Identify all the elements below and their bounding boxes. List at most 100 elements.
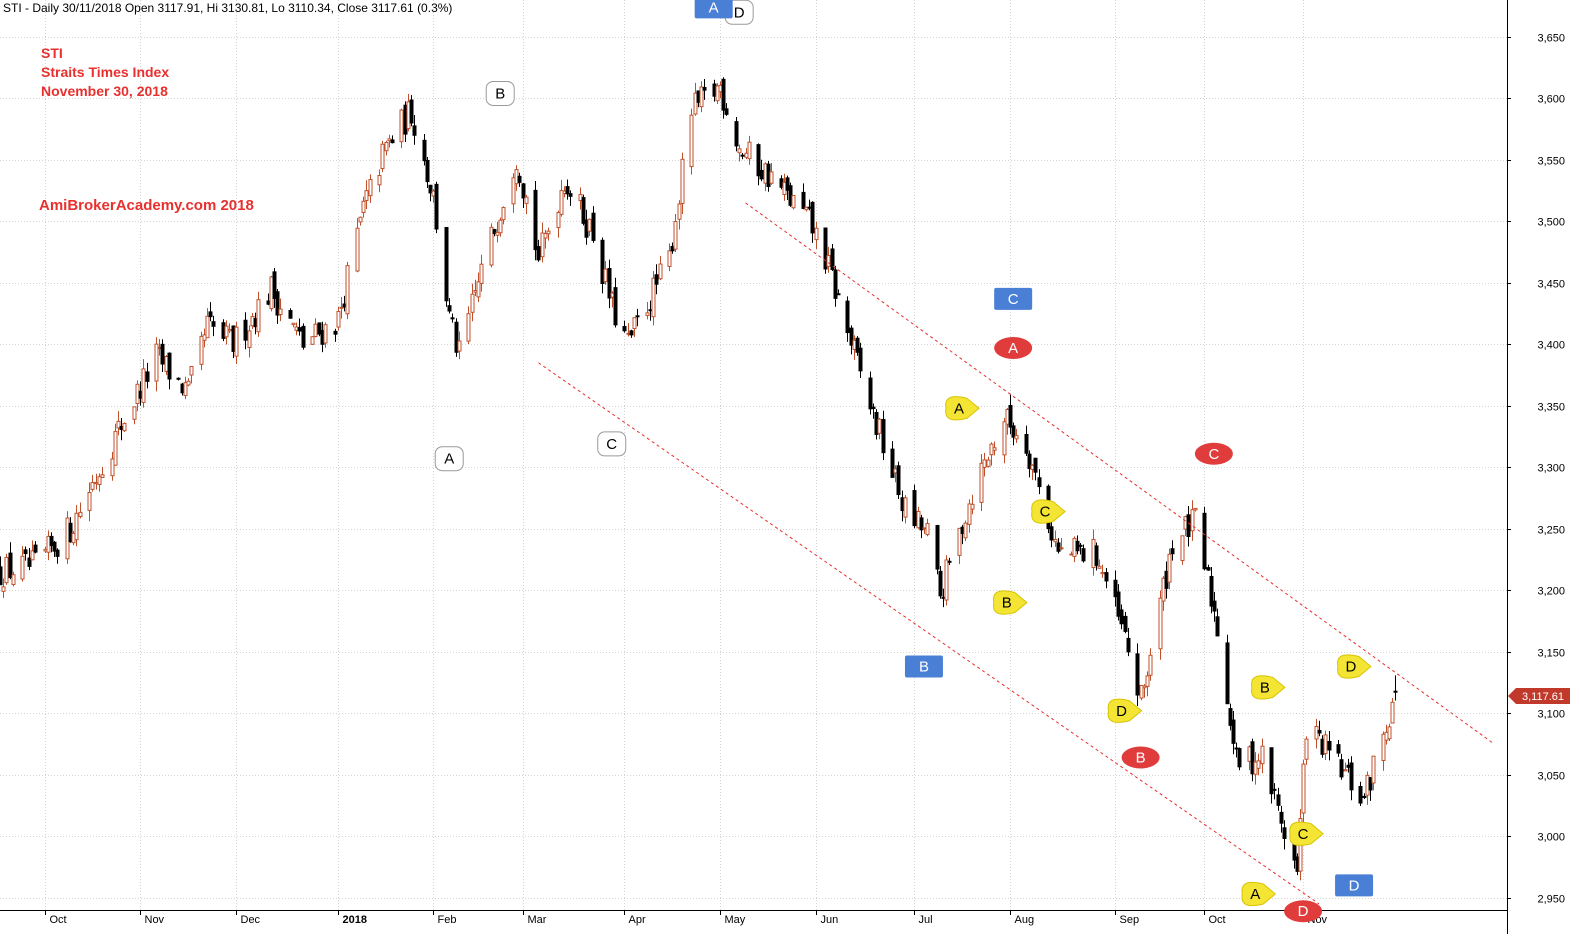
wave-label-text: D [1298,903,1309,920]
candle [55,548,60,564]
candle [759,159,764,182]
candle [368,174,373,204]
wave-label-text: A [444,451,454,468]
x-tick-label: Jul [919,914,933,926]
candle [740,153,745,160]
y-tick-label: 3,150 [1537,648,1565,660]
candle [1142,684,1147,698]
candle [724,103,729,116]
candle [1231,711,1236,755]
candle [568,190,573,206]
candle-body [390,139,395,144]
wave-label-shape [1284,900,1323,923]
candle-body [310,336,315,345]
candle [1,578,6,598]
candle-body [412,125,417,136]
candle-body [1393,690,1398,693]
candles [0,77,1398,881]
candle-body [425,159,430,183]
candle-body [546,230,551,235]
candle [1116,584,1121,621]
candle-body [715,85,720,102]
candle-body [1190,509,1195,532]
candle-body [0,566,3,586]
wave-label-shape [994,337,1033,360]
candle [122,422,127,433]
candle-body [1202,512,1207,570]
candle-body [466,313,471,342]
candle [1212,592,1217,622]
wave-label-shape [1121,746,1160,769]
x-tick-label: Nov [145,914,165,926]
candle [377,169,382,193]
candle-body [724,108,729,115]
candle [868,371,873,415]
candle [1037,469,1042,495]
candle [470,283,475,322]
candle [1161,576,1166,611]
candle-body [4,556,9,584]
candle [1145,671,1150,697]
candle [658,255,663,281]
candle-body [339,306,344,309]
candle [90,474,95,492]
candle [1225,634,1230,705]
wave-label-white-c: C [597,431,627,457]
candle-body [785,177,790,191]
candle [141,359,146,408]
title-symbol: STI [41,45,63,61]
candle [1358,781,1363,806]
candle [380,140,385,172]
candle-body [536,246,541,261]
candle-body [1206,567,1211,571]
candle-body [224,325,229,338]
candle-body [428,184,433,194]
candle [390,135,395,144]
candle-body [422,139,427,162]
candle [422,133,427,166]
candle-body [1053,538,1058,543]
last-price-badge: 3,117.61 [1508,688,1570,704]
candle-body [1037,477,1042,488]
candle [4,553,9,585]
candle-body [384,141,389,152]
candle-body [409,99,414,124]
candle-body [1186,514,1191,537]
candle-body [1371,755,1376,784]
y-tick-label: 3,550 [1537,156,1565,168]
grid-layer [0,0,1507,910]
candle [27,547,32,571]
candle [52,540,57,558]
candle [1123,611,1128,634]
wave-label-text: B [1002,595,1012,612]
candle [1237,747,1242,771]
candle [600,237,605,294]
candle-body [364,190,369,201]
candle [160,339,165,372]
candle [492,228,497,237]
candle [361,196,366,218]
candle-body [1008,404,1013,428]
candle-body [1269,747,1274,795]
candle [1056,538,1061,554]
candle-body [145,371,150,382]
candle-body [1014,435,1019,440]
candle [1362,793,1367,800]
candle [721,77,726,119]
candle [826,246,831,273]
candle-body [345,265,350,315]
candle-body [814,227,819,241]
candle-body [1113,579,1118,598]
candle [208,302,213,322]
candle [1304,736,1309,765]
candle-body [833,269,838,299]
candle-body [635,315,640,318]
candle-body [1362,795,1367,798]
candle [1279,805,1284,833]
candle [355,218,360,273]
x-tick-label: Mar [528,914,547,926]
candle [533,180,538,261]
candle [132,406,137,425]
wave-label-text: B [1136,750,1146,767]
x-tick-label: Oct [1209,914,1226,926]
